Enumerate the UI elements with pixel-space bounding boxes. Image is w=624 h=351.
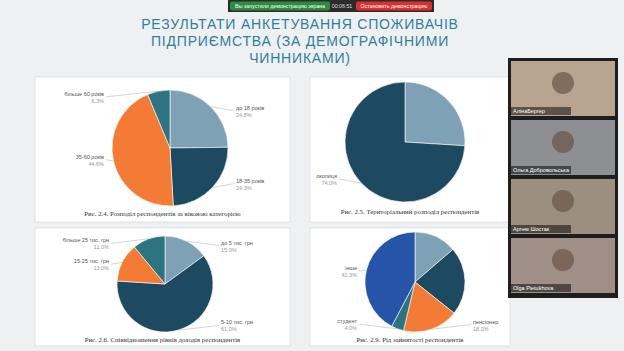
slice-label: більше 60 років xyxy=(64,91,104,97)
participants-panel: АлінаБергер Ольга Добровольська Артем Шост… xyxy=(508,58,618,298)
leader-line xyxy=(359,270,366,271)
slice-value: 44.6% xyxy=(88,161,104,167)
slide-title: РЕЗУЛЬТАТИ АНКЕТУВАННЯ СПОЖИВАЧІВПІДПРИЄ… xyxy=(141,16,459,66)
slice-value: 13.0% xyxy=(93,265,109,271)
participant-video: АлінаБергер xyxy=(511,61,615,116)
name-tag xyxy=(511,225,571,233)
leader-line xyxy=(359,324,397,329)
leader-line xyxy=(178,325,219,330)
name-tag xyxy=(511,166,571,174)
chart-caption: Рис. 2.4. Розподіл респондентів за віков… xyxy=(84,210,240,217)
participant-head xyxy=(552,131,574,153)
pie-slice xyxy=(345,82,465,202)
status-text: Вы запустили демонстрацию экрана xyxy=(235,3,325,9)
pie xyxy=(117,236,213,332)
leader-line xyxy=(211,107,234,111)
leader-line xyxy=(106,91,159,97)
timer: 00:06:51 xyxy=(332,3,353,9)
participant-video: Olga Pietukhova xyxy=(511,238,615,293)
pie-slice xyxy=(148,90,170,148)
slice-label: до 5 тис. грн xyxy=(221,240,253,246)
screen: Вы запустили демонстрацию экрана 00:06:51… xyxy=(0,0,624,351)
leader-line xyxy=(111,262,122,264)
leader-line xyxy=(111,239,149,244)
slice-value: 4.0% xyxy=(344,325,357,331)
participant-name: Olga Pietukhova xyxy=(513,285,554,291)
slice-value: 15.0% xyxy=(221,247,237,253)
title-line: ЧИННИКАМИ) xyxy=(249,50,351,66)
pie xyxy=(345,82,465,202)
chart-caption: Рис. 2.5. Територіальний розподіл респон… xyxy=(341,208,480,215)
chart-caption: Рис. 2.6. Співвідношення рівнів доходів … xyxy=(85,336,241,343)
slice-label: 5-10 тис. грн xyxy=(221,319,253,325)
title-line: РЕЗУЛЬТАТИ АНКЕТУВАННЯ СПОЖИВАЧІВ xyxy=(141,16,459,32)
slice-label: пенсіонер xyxy=(473,319,498,325)
toolbar-bar xyxy=(228,0,434,12)
pie-slice xyxy=(365,232,415,326)
slice-label: 35-60 років xyxy=(76,154,104,160)
slice-value: 24.3% xyxy=(236,185,252,191)
chart: до 18 років24.8% 18-35 років24.3% 35-60 ро… xyxy=(35,77,290,222)
panel-background xyxy=(508,58,618,298)
participant-name: Ольга Добровольська xyxy=(513,167,570,173)
pie xyxy=(112,90,228,206)
chart: околиця74.0% Рис. 2.5. Територіальний роз… xyxy=(310,77,510,222)
participant-name: Артем Шостак xyxy=(513,226,550,232)
slice-label: студент xyxy=(337,318,357,324)
slide-background xyxy=(0,0,624,351)
participant-video: Ольга Добровольська xyxy=(511,120,615,175)
slice-value: 42.3% xyxy=(341,272,357,278)
participant-name: АлінаБергер xyxy=(513,108,545,114)
slice-label: 18-35 років xyxy=(236,178,264,184)
participant-head xyxy=(552,190,574,212)
slice-label: околиця xyxy=(316,173,337,179)
title-line: ПІДПРИЄМСТВА (ЗА ДЕМОГРАФІЧНИМИ xyxy=(151,33,449,49)
leader-line xyxy=(187,241,219,245)
stop-button[interactable] xyxy=(356,2,432,11)
status-pill xyxy=(230,2,330,11)
chart-card xyxy=(35,77,290,222)
pie-slice xyxy=(170,147,228,206)
chart: до 5 тис. грн15.0% 5-10 тис. грн61.0% 15-2… xyxy=(35,228,290,346)
slice-value: 61.0% xyxy=(221,326,237,332)
slice-value: 6.3% xyxy=(91,98,104,104)
pie-slice xyxy=(170,90,228,148)
video-frame xyxy=(511,61,615,116)
video-frame xyxy=(511,179,615,234)
name-tag xyxy=(511,284,571,292)
video-frame xyxy=(511,238,615,293)
slice-value: 18.0% xyxy=(473,326,489,332)
slice-label: до 18 років xyxy=(236,105,264,111)
slice-value: 74.0% xyxy=(321,180,337,186)
slice-value: 11.0% xyxy=(94,244,109,250)
leader-line xyxy=(339,179,361,183)
leader-line xyxy=(431,325,471,330)
slice-label: більше 25 тис. грн xyxy=(62,237,109,243)
name-tag xyxy=(511,107,571,115)
chart-card xyxy=(35,228,290,346)
stop-button-text[interactable]: Остановить демонстрацию xyxy=(361,3,428,9)
chart-caption: Рис. 2.9. Рід зайнятості респондентів xyxy=(356,336,463,343)
video-frame xyxy=(511,120,615,175)
slice-label: 15-25 тис. грн xyxy=(74,258,109,264)
slice-value: 24.8% xyxy=(236,112,252,118)
pie xyxy=(365,232,465,332)
slice-label: інше xyxy=(345,265,357,271)
chart-card xyxy=(310,77,510,222)
chart-card xyxy=(310,228,510,346)
participant-head xyxy=(552,249,574,271)
share-toolbar: Вы запустили демонстрацию экрана 00:06:51… xyxy=(228,0,434,12)
leader-line xyxy=(212,184,234,188)
pie-slice xyxy=(405,82,465,146)
participant-head xyxy=(552,72,574,94)
chart: пенсіонер18.0% студент4.0% інше42.3% Рис. 2… xyxy=(310,228,510,346)
leader-line xyxy=(106,160,113,161)
participant-video: Артем Шостак xyxy=(511,179,615,234)
pie-slice xyxy=(134,236,165,284)
